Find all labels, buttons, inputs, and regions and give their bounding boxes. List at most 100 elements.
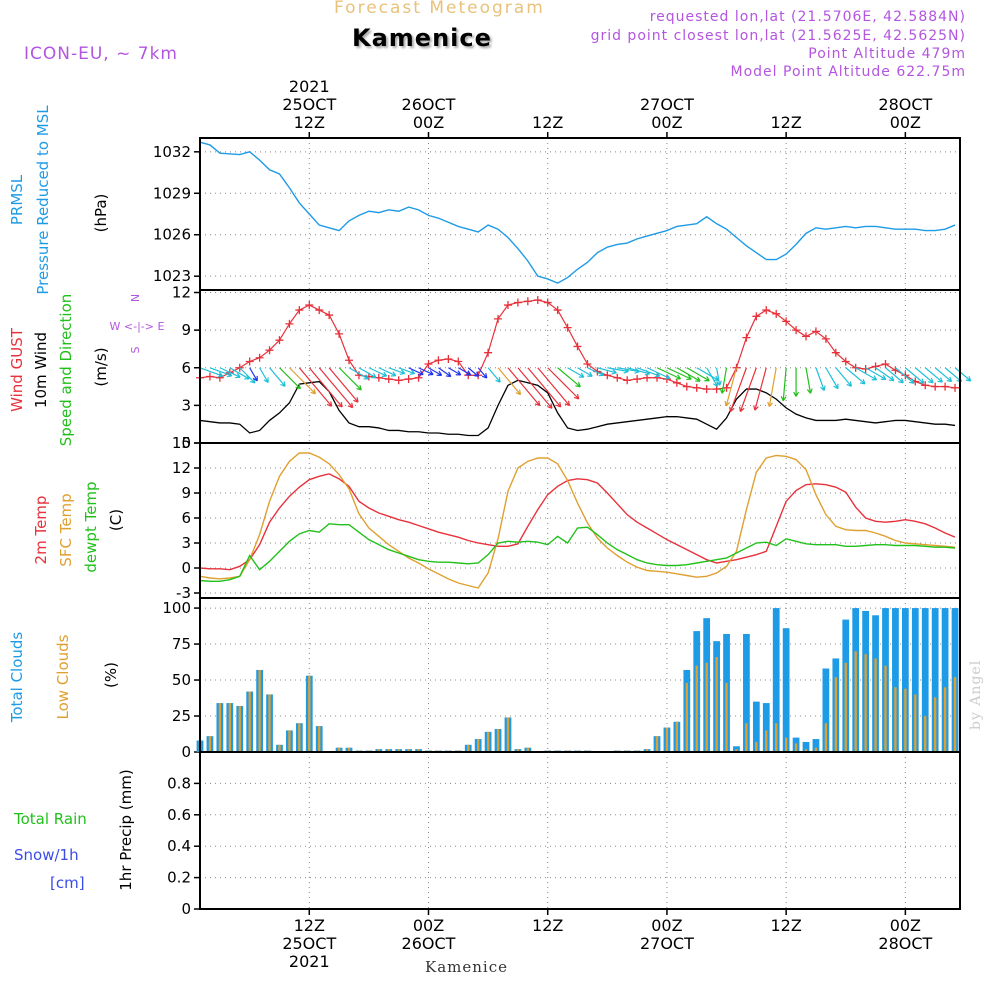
wind-direction-arrow — [418, 367, 434, 376]
wind-gust-marker — [881, 359, 890, 368]
wind-gust-marker — [633, 375, 642, 384]
y-tick-label: 0.6 — [167, 806, 191, 824]
time-label-bottom-hour: 00Z — [651, 916, 682, 935]
wind-gust-marker — [513, 298, 522, 307]
low-clouds-bar — [278, 744, 281, 752]
total-clouds-bar — [921, 608, 929, 752]
low-clouds-bar — [496, 728, 500, 752]
wind-gust-marker — [573, 342, 582, 351]
wind-gust-marker — [951, 383, 960, 392]
meteogram-title: Forecast Meteogram — [334, 0, 545, 18]
time-label-top-hour: 00Z — [651, 113, 682, 132]
y-tick-label: 12 — [172, 284, 191, 302]
label-total-clouds: Total Clouds — [8, 632, 26, 724]
wind-gust-marker — [901, 371, 910, 380]
wind-gust-marker — [434, 356, 443, 365]
model-label: ICON-EU, ~ 7km — [24, 44, 178, 64]
time-label-bottom-hour: 12Z — [770, 916, 801, 935]
low-clouds-bar — [655, 736, 659, 752]
wind-gust-marker — [603, 371, 612, 380]
wind-direction-arrow — [845, 367, 866, 385]
wind-direction-arrow — [835, 367, 852, 387]
low-clouds-bar — [685, 682, 688, 752]
low-clouds-bar — [904, 688, 907, 752]
wind-gust-marker — [315, 306, 324, 315]
wind-direction-arrow — [438, 367, 452, 378]
low-clouds-bar — [675, 721, 679, 752]
wind-direction-arrow — [587, 367, 605, 377]
wind-direction-arrow — [815, 367, 826, 391]
y-tick-label: 0 — [181, 743, 191, 761]
wind-direction-arrow — [467, 367, 480, 377]
low-clouds-bar — [953, 677, 957, 752]
low-clouds-bar — [526, 747, 529, 752]
wind-gust-marker — [583, 359, 592, 368]
low-clouds-bar — [735, 749, 738, 752]
wind-direction-arrow — [914, 367, 934, 384]
low-clouds-bar — [784, 737, 788, 752]
label-low-clouds: Low Clouds — [54, 634, 72, 719]
label-clouds-units: (%) — [102, 662, 120, 688]
wind-gust-marker — [821, 334, 830, 343]
wind-gust-marker — [931, 382, 940, 391]
wind-gust-marker — [643, 373, 652, 382]
y-tick-label: 0 — [181, 434, 191, 452]
point-altitude: Point Altitude 479m — [808, 46, 966, 62]
wind-gust-marker — [762, 306, 771, 315]
wind-direction-arrow — [279, 367, 301, 390]
low-clouds-bar — [755, 741, 758, 752]
wind-gust-marker — [941, 382, 950, 391]
total-clouds-bar — [931, 608, 939, 752]
wind-direction-arrow — [577, 367, 593, 377]
low-clouds-bar — [695, 665, 698, 752]
wind-direction-arrow — [199, 367, 224, 378]
low-clouds-bar — [288, 730, 291, 752]
low-clouds-bar — [665, 727, 669, 752]
y-tick-label: 0 — [181, 900, 191, 918]
wind-direction-arrow — [865, 367, 887, 381]
low-clouds-bar — [467, 744, 470, 752]
wind-direction-arrow — [825, 367, 839, 390]
low-clouds-bar — [705, 662, 708, 752]
label-precip-units: 1hr Precip (mm) — [117, 769, 135, 890]
y-tick-label: 6 — [181, 509, 191, 527]
wind-direction-arrow — [298, 367, 333, 407]
wind-gust-marker — [702, 385, 711, 394]
wind-gust-marker — [424, 359, 433, 368]
time-label-bottom-hour: 12Z — [532, 916, 563, 935]
model-point-altitude: Model Point Altitude 622.75m — [730, 64, 966, 80]
label-snow-units: [cm] — [50, 874, 85, 892]
wind-gust-marker — [921, 381, 930, 390]
low-clouds-bar — [268, 694, 271, 752]
time-label-top-year: 2021 — [289, 77, 330, 96]
wind-gust-marker — [305, 301, 314, 310]
total-clouds-bar — [812, 739, 820, 752]
wind-gust-marker — [444, 354, 453, 363]
wind-direction-arrow — [219, 367, 241, 379]
wind-direction-arrow — [656, 367, 682, 380]
label-2m-temp: 2m Temp — [32, 496, 50, 565]
wind-direction-arrow — [895, 367, 915, 384]
low-clouds-bar — [417, 749, 420, 752]
y-tick-label: 1026 — [153, 226, 191, 244]
low-clouds-bar — [477, 739, 480, 752]
wind-direction-arrow — [739, 367, 757, 413]
wind-gust-marker — [384, 375, 393, 384]
wind-direction-arrow — [308, 367, 343, 408]
y-tick-label: 0.4 — [167, 837, 191, 855]
low-clouds-bar — [794, 743, 798, 752]
total-clouds-bar — [782, 628, 790, 752]
y-tick-label: -3 — [176, 584, 191, 602]
y-tick-label: 9 — [181, 321, 191, 339]
wind-direction-arrow — [487, 367, 501, 383]
compass-north: N — [129, 294, 142, 302]
low-clouds-bar — [298, 723, 301, 752]
wind-direction-arrow — [249, 367, 258, 382]
total-clouds-bar — [772, 608, 780, 752]
y-tick-label: 1023 — [153, 267, 191, 285]
time-label-top-date: 26OCT — [402, 95, 456, 114]
time-label-top-date: 27OCT — [640, 95, 694, 114]
wind-gust-marker — [325, 311, 334, 320]
y-tick-label: 15 — [172, 434, 191, 452]
